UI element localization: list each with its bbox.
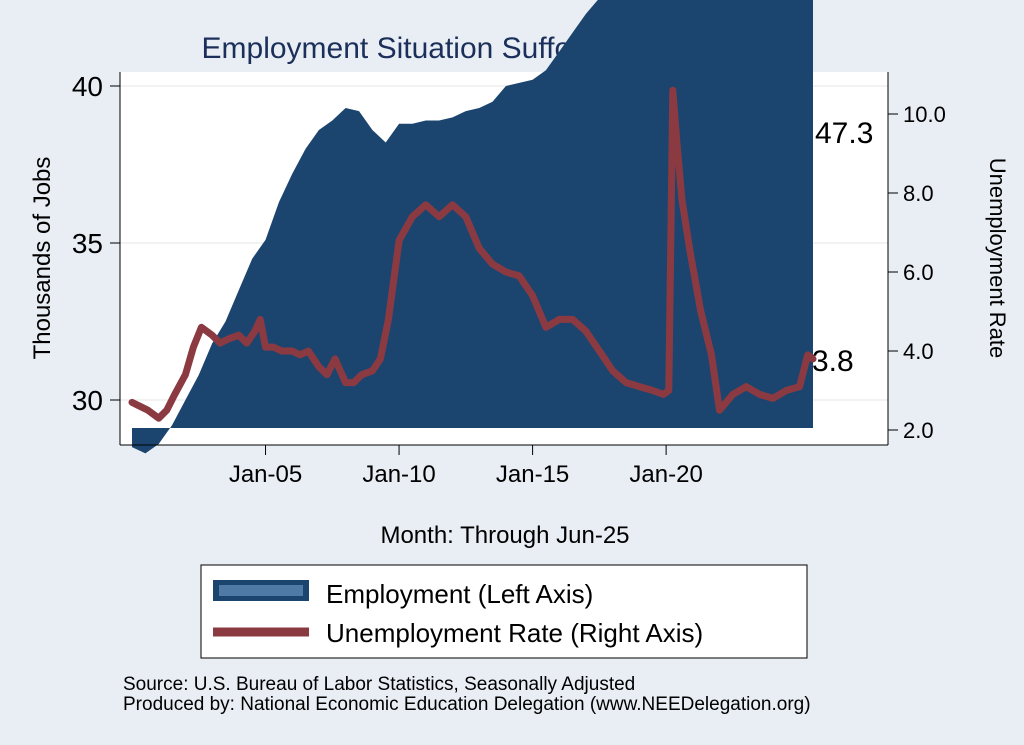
legend: Employment (Left Axis) Unemployment Rate… <box>200 564 808 659</box>
plot-layer <box>120 0 888 454</box>
legend-swatch-employment-inner <box>219 585 303 596</box>
y-right-tick-label: 6.0 <box>903 260 934 285</box>
y-axis-left-label: Thousands of Jobs <box>29 157 56 360</box>
x-tick-label: Jan-20 <box>629 461 702 488</box>
employment-end-label: 47.3 <box>815 117 873 150</box>
y-left-tick-label: 40 <box>72 71 103 102</box>
y-right-tick-label: 8.0 <box>903 181 934 206</box>
y-right-tick-label: 4.0 <box>903 339 934 364</box>
x-tick-label: Jan-10 <box>362 461 435 488</box>
y-left-tick-label: 35 <box>72 228 103 259</box>
legend-item-employment: Employment (Left Axis) <box>326 579 593 609</box>
source-note: Source: U.S. Bureau of Labor Statistics,… <box>123 674 635 695</box>
legend-item-unemployment: Unemployment Rate (Right Axis) <box>326 618 703 648</box>
y-right-tick-label: 10.0 <box>903 102 946 127</box>
y-axis-right-label: Unemployment Rate <box>985 158 1010 359</box>
x-tick-label: Jan-15 <box>496 461 569 488</box>
y-right-tick-label: 2.0 <box>903 418 934 443</box>
x-tick-label: Jan-05 <box>229 461 302 488</box>
producer-note: Produced by: National Economic Education… <box>123 694 811 715</box>
y-left-tick-label: 30 <box>72 385 103 416</box>
axis-layer: 30354045502.04.06.08.010.0Jan-05Jan-10Ja… <box>72 71 946 488</box>
unemployment-line <box>128 86 817 422</box>
unemployment-end-label: 3.8 <box>812 345 854 378</box>
x-axis-label: Month: Through Jun-25 <box>380 522 629 549</box>
